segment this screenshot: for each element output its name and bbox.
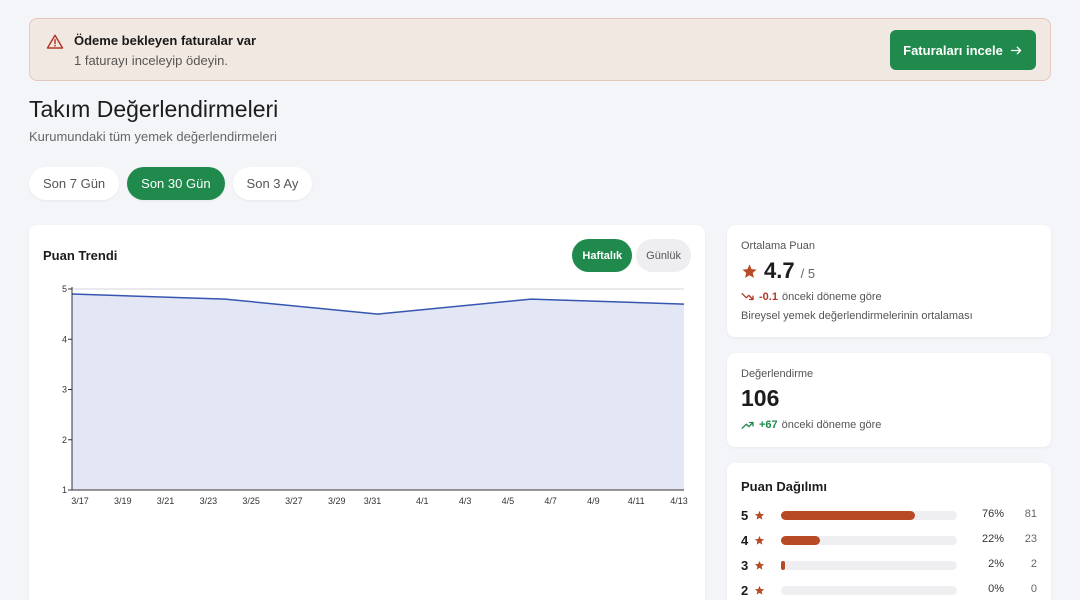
average-value: 4.7	[764, 258, 795, 283]
distribution-percent: 0%	[988, 583, 1004, 595]
review-count-label: Değerlendirme	[741, 368, 814, 380]
rating-trend-chart: 1 2 3 4 5 3/17 3/19 3/21 3/23 3/25 3/27 3/29 3/31 4/1…	[62, 284, 688, 506]
review-count-value: 106	[741, 385, 780, 411]
tab-last-7-days[interactable]: Son 7 Gün	[29, 167, 120, 200]
trend-down-icon	[741, 293, 754, 301]
x-tick-label: 4/3	[459, 496, 472, 506]
distribution-row-3: 3 2% 2	[741, 558, 1037, 573]
page-title: Takım Değerlendirmeleri	[29, 96, 279, 122]
average-note: Bireysel yemek değerlendirmelerinin orta…	[741, 310, 973, 322]
average-delta: -0.1 önceki döneme göre	[741, 291, 882, 303]
pending-invoices-banner: Ödeme bekleyen faturalar var 1 faturayı …	[29, 18, 1051, 81]
star-icon	[754, 535, 765, 545]
distribution-count: 81	[1024, 508, 1037, 520]
y-tick-label: 2	[62, 435, 67, 445]
distribution-row-2: 2 0% 0	[741, 583, 1037, 598]
tab-last-3-months[interactable]: Son 3 Ay	[232, 167, 313, 200]
weekly-button[interactable]: Haftalık	[572, 239, 633, 272]
distribution-row-5: 5 76% 81	[741, 508, 1037, 523]
tab-last-30-days[interactable]: Son 30 Gün	[127, 167, 225, 200]
review-count-delta-text: önceki döneme göre	[781, 419, 882, 431]
x-tick-label: 3/31	[364, 496, 382, 506]
distribution-percent: 22%	[981, 533, 1004, 545]
average-max: / 5	[800, 266, 816, 281]
distribution-title: Puan Dağılımı	[741, 479, 827, 494]
rating-trend-card: Puan Trendi Haftalık Günlük 1 2 3 4 5 3/17 3/1…	[29, 225, 705, 600]
distribution-level: 5	[741, 508, 749, 523]
y-tick-label: 3	[62, 385, 67, 395]
star-icon	[742, 263, 757, 278]
x-tick-label: 3/21	[157, 496, 175, 506]
review-count-delta-value: +67	[759, 419, 778, 431]
distribution-percent: 76%	[981, 508, 1004, 520]
x-tick-label: 4/7	[544, 496, 557, 506]
page-subtitle: Kurumundaki tüm yemek değerlendirmeleri	[29, 129, 277, 144]
distribution-count: 2	[1030, 558, 1037, 570]
banner-subtitle: 1 faturayı inceleyip ödeyin.	[74, 53, 228, 68]
rating-distribution-card: Puan Dağılımı 5 76% 81 4 22% 23 3 2% 2 2…	[727, 463, 1051, 600]
star-icon	[754, 585, 765, 595]
distribution-level: 3	[741, 558, 749, 573]
distribution-bar	[781, 511, 957, 520]
x-tick-label: 4/1	[416, 496, 429, 506]
distribution-bar	[781, 561, 957, 570]
x-tick-label: 4/5	[502, 496, 515, 506]
x-tick-label: 3/23	[200, 496, 218, 506]
distribution-row-4: 4 22% 23	[741, 533, 1037, 548]
trend-area	[72, 294, 684, 490]
x-tick-label: 4/9	[587, 496, 600, 506]
review-count-card: Değerlendirme 106 +67 önceki döneme göre	[727, 353, 1051, 447]
average-delta-value: -0.1	[759, 291, 778, 303]
y-tick-label: 4	[62, 334, 67, 344]
average-label: Ortalama Puan	[741, 240, 815, 252]
distribution-percent: 2%	[988, 558, 1004, 570]
x-tick-label: 3/19	[114, 496, 132, 506]
review-invoices-label: Faturaları incele	[903, 42, 1003, 58]
y-tick-label: 1	[62, 485, 67, 495]
x-tick-label: 3/17	[71, 496, 89, 506]
distribution-bar	[781, 536, 957, 545]
review-count-delta: +67 önceki döneme göre	[741, 419, 881, 431]
distribution-level: 4	[741, 533, 749, 548]
distribution-bar	[781, 586, 957, 595]
chart-title: Puan Trendi	[43, 248, 118, 263]
distribution-count: 0	[1030, 583, 1037, 595]
star-icon	[754, 510, 765, 520]
trend-line	[71, 293, 685, 315]
banner-title: Ödeme bekleyen faturalar var	[74, 33, 257, 48]
daily-button[interactable]: Günlük	[636, 239, 691, 272]
star-icon	[754, 560, 765, 570]
x-tick-label: 4/13	[670, 496, 688, 506]
granularity-toggle: Haftalık Günlük	[572, 239, 691, 272]
x-tick-label: 3/25	[242, 496, 260, 506]
distribution-level: 2	[741, 583, 749, 598]
distribution-count: 23	[1024, 533, 1037, 545]
average-delta-text: önceki döneme göre	[781, 291, 882, 303]
y-tick-label: 5	[62, 284, 67, 294]
x-tick-label: 3/29	[328, 496, 346, 506]
trend-up-icon	[741, 421, 754, 429]
average-rating-card: Ortalama Puan 4.7 / 5 -0.1 önceki döneme…	[727, 225, 1051, 337]
warning-icon	[46, 34, 64, 49]
review-invoices-button[interactable]: Faturaları incele	[890, 30, 1036, 70]
x-tick-label: 3/27	[285, 496, 303, 506]
x-tick-label: 4/11	[628, 496, 645, 506]
date-range-tabs: Son 7 Gün Son 30 Gün Son 3 Ay	[29, 167, 313, 200]
arrow-right-icon	[1010, 46, 1022, 54]
